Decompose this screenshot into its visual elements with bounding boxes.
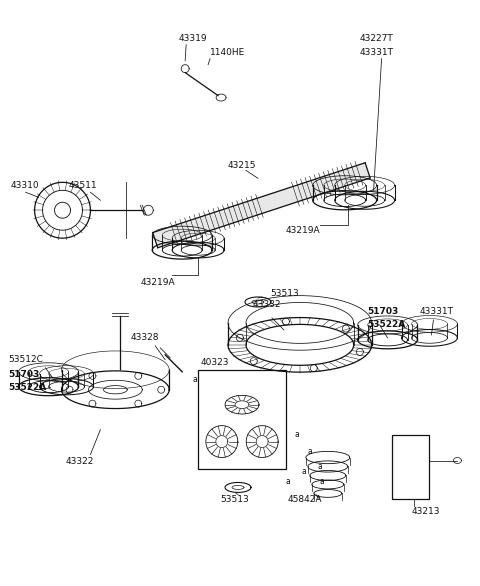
Text: 43328: 43328 (130, 333, 159, 342)
Text: a: a (318, 462, 323, 471)
Text: 43511: 43511 (69, 181, 97, 190)
Text: 43331T: 43331T (360, 48, 394, 57)
Text: 43319: 43319 (178, 34, 207, 43)
Text: 51703: 51703 (368, 308, 399, 316)
Text: 43310: 43310 (11, 181, 39, 190)
Text: a: a (295, 430, 300, 439)
Text: 53512C: 53512C (9, 355, 44, 364)
Text: 43213: 43213 (411, 507, 440, 516)
Text: 51703: 51703 (9, 370, 40, 379)
Text: 43227T: 43227T (360, 34, 394, 43)
Polygon shape (153, 163, 370, 248)
Text: 53513: 53513 (220, 495, 249, 504)
Text: 53522A: 53522A (368, 321, 406, 329)
Text: 43219A: 43219A (140, 278, 175, 287)
Bar (392, 435, 430, 499)
Text: a: a (308, 447, 312, 456)
Text: 45842A: 45842A (288, 495, 323, 504)
Text: 53513: 53513 (270, 288, 299, 298)
Text: a: a (302, 467, 307, 476)
Text: a: a (286, 477, 290, 486)
Text: 43332: 43332 (253, 301, 281, 309)
Text: 43331T: 43331T (420, 308, 454, 316)
Text: 43322: 43322 (65, 457, 94, 466)
Bar (198, 370, 286, 469)
Text: 43215: 43215 (228, 161, 256, 170)
Text: a: a (320, 477, 324, 486)
Text: a: a (192, 375, 197, 384)
Text: 53522A: 53522A (9, 383, 47, 392)
Text: 40323: 40323 (200, 358, 228, 367)
Text: 43219A: 43219A (286, 226, 321, 234)
Text: 1140HE: 1140HE (210, 48, 245, 57)
